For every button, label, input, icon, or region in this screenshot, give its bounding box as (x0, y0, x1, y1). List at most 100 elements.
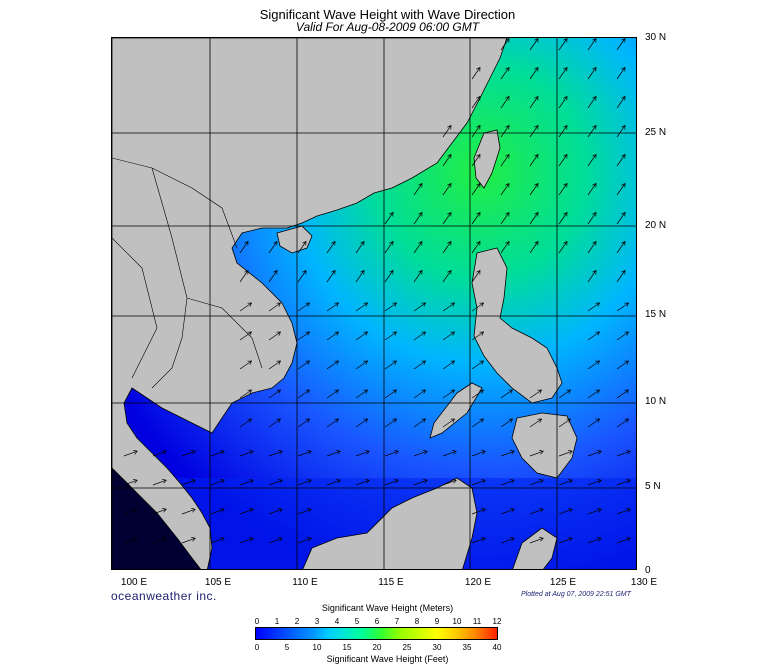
wave-arrow (413, 241, 423, 254)
lat-label-20n: 20 N (645, 220, 667, 231)
wave-arrow (239, 241, 249, 254)
wave-arrow (471, 154, 481, 167)
wave-arrow (297, 450, 312, 457)
legend-feet-ticks: 0 5 10 15 20 25 30 35 40 (0, 643, 775, 653)
wave-arrow (384, 241, 394, 254)
wave-arrow (442, 241, 452, 254)
wave-arrow (500, 418, 513, 428)
wave-arrowhead (363, 389, 369, 394)
wave-arrow (500, 38, 510, 51)
wave-arrowhead (597, 450, 602, 455)
wave-arrowhead (133, 450, 138, 455)
wave-arrow (616, 389, 629, 399)
lat-label-25n: 25 N (645, 127, 667, 138)
wave-arrowhead (595, 302, 601, 307)
lon-label-130e: 130 E (630, 577, 658, 588)
wave-arrow (326, 418, 339, 428)
wave-arrow (268, 270, 278, 283)
lon-label-100e: 100 E (120, 577, 148, 588)
wave-arrow (500, 212, 510, 225)
wave-arrow (471, 508, 486, 515)
wave-arrowhead (191, 479, 196, 484)
legend-colorbar (255, 627, 498, 640)
wave-arrow (355, 389, 368, 399)
wave-arrowhead (276, 418, 282, 423)
wave-arrow (384, 418, 397, 428)
wave-arrow (210, 537, 225, 544)
wave-arrow (558, 212, 568, 225)
wave-arrowhead (476, 269, 481, 275)
wave-arrowhead (334, 331, 340, 336)
wave-arrow (471, 418, 484, 428)
wave-arrow (355, 241, 365, 254)
wave-arrow (471, 331, 484, 341)
wave-arrow (587, 38, 597, 51)
wave-arrow (471, 479, 486, 486)
wave-arrow (181, 450, 196, 457)
wave-arrow (558, 537, 573, 544)
wave-arrowhead (476, 66, 481, 72)
wave-arrow (616, 241, 626, 254)
wave-arrow (442, 302, 455, 312)
legend-feet-tick: 40 (492, 643, 502, 652)
wave-arrow (268, 241, 278, 254)
wave-arrow (355, 360, 368, 370)
wave-arrowhead (392, 302, 398, 307)
chart-subtitle: Valid For Aug-08-2009 06:00 GMT (295, 20, 480, 34)
wave-arrowhead (450, 418, 456, 423)
wave-arrowhead (595, 360, 601, 365)
wave-arrowhead (479, 302, 485, 307)
wave-arrowhead (278, 508, 283, 513)
legend-feet-title: Significant Wave Height (Feet) (326, 654, 449, 664)
wave-arrow (587, 360, 600, 370)
wave-arrow (355, 331, 368, 341)
legend-meters-tick: 5 (354, 617, 360, 626)
wave-arrowhead (331, 240, 336, 246)
wave-arrowhead (220, 508, 225, 513)
wave-arrow (587, 418, 600, 428)
wave-arrow (413, 450, 428, 457)
wave-arrowhead (566, 389, 572, 394)
wave-arrowhead (505, 182, 510, 188)
mainland-asia (112, 38, 508, 569)
wave-arrow (355, 302, 368, 312)
wave-arrowhead (621, 153, 626, 159)
wave-arrow (181, 508, 196, 515)
wave-arrow (616, 67, 626, 80)
wave-arrow (587, 212, 597, 225)
wave-arrowhead (621, 269, 626, 275)
legend-meters-tick: 12 (492, 617, 502, 626)
wave-arrow (355, 418, 368, 428)
wave-arrowhead (276, 302, 282, 307)
wave-arrow (297, 389, 310, 399)
wave-arrowhead (450, 389, 456, 394)
wave-arrowhead (592, 66, 597, 72)
lat-label-15n: 15 N (645, 309, 667, 320)
wave-arrow (442, 183, 452, 196)
wave-arrow (239, 331, 252, 341)
wave-arrow (558, 241, 568, 254)
wave-arrow (587, 508, 602, 515)
wave-arrow (384, 389, 397, 399)
wave-arrow (326, 360, 339, 370)
wave-arrowhead (592, 182, 597, 188)
wave-arrowhead (305, 302, 311, 307)
wave-arrow (587, 154, 597, 167)
wave-arrow (529, 38, 539, 51)
wave-arrowhead (626, 479, 631, 484)
wave-arrowhead (302, 240, 307, 246)
wave-arrowhead (508, 418, 514, 423)
wave-arrow (239, 537, 254, 544)
wave-arrowhead (505, 153, 510, 159)
wave-arrow (297, 360, 310, 370)
wave-arrowhead (336, 450, 341, 455)
wave-arrowhead (476, 240, 481, 246)
wave-arrow (616, 360, 629, 370)
wave-arrow (529, 183, 539, 196)
wave-arrowhead (479, 360, 485, 365)
wave-arrowhead (510, 537, 515, 542)
plotted-timestamp: Plotted at Aug 07, 2009 22:51 GMT (521, 591, 631, 598)
lon-label-125e: 125 E (549, 577, 577, 588)
lat-label-0: 0 (645, 565, 651, 576)
wave-arrow (587, 450, 602, 457)
